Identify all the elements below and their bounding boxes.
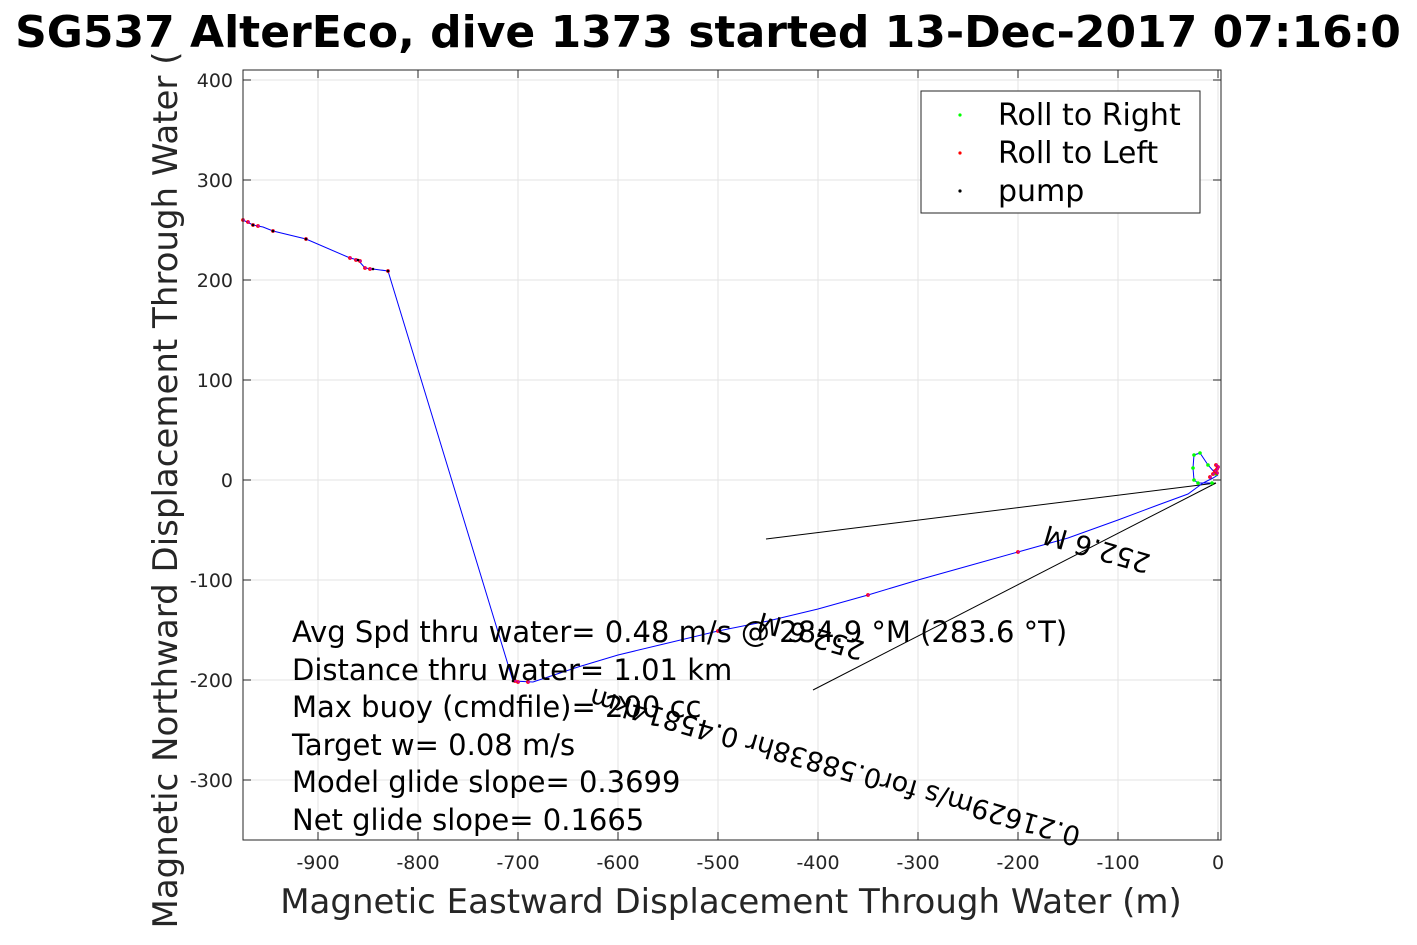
roll-right-point [1192,453,1196,457]
roll-left-overlay-point [717,629,720,633]
x-tick-label: -500 [696,852,739,874]
plot-area [241,218,1220,691]
pump-point [356,258,360,262]
y-tick-label: 100 [197,370,233,392]
roll-left-overlay-point [1017,550,1020,554]
annotation-distance: Distance thru water= 1.01 km [292,653,732,687]
y-tick-label: 0 [221,470,233,492]
roll-left-overlay-point [1216,471,1219,475]
annotation-avg-speed: Avg Spd thru water= 0.48 m/s @ 284.9 °M … [292,615,1067,649]
pump-point [271,229,275,233]
roll-left-overlay-point [514,679,517,683]
y-tick-label: -200 [190,670,233,692]
x-tick-label: -900 [296,852,339,874]
roll-left-overlay-point [1209,475,1212,479]
chart-title: SG537 AlterEco, dive 1373 started 13-Dec… [15,7,1401,58]
roll-right-point [1206,463,1210,467]
roll-right-point [1196,481,1200,485]
roll-left-overlay-point [364,266,367,270]
legend-label-roll-left: Roll to Left [998,136,1158,171]
y-tick-label: 400 [197,70,233,92]
roll-left-overlay-point [1217,465,1220,469]
y-axis-label: Magnetic Northward Displacement Through … [146,52,186,929]
annotation-max-buoy: Max buoy (cmdfile)= 200 cc [292,690,701,724]
x-axis-label: Magnetic Eastward Displacement Through W… [280,882,1182,922]
roll-right-point [1191,466,1195,470]
roll-left-overlay-point [1215,463,1218,467]
legend: Roll to Right Roll to Left pump [920,90,1201,214]
x-tick-label: -300 [896,852,939,874]
annotation-target-w: Target w= 0.08 m/s [291,728,575,762]
reference-line [812,482,1217,691]
roll-left-overlay-point [369,267,372,271]
legend-marker-roll-right [958,113,962,117]
x-tick-label: -800 [396,852,439,874]
x-tick-label: 0 [1212,852,1224,874]
x-tick-label: -400 [796,852,839,874]
pump-point [371,267,375,271]
roll-left-overlay-point [527,680,530,684]
roll-left-overlay-point [349,256,352,260]
y-tick-label: -100 [190,570,233,592]
x-tick-label: -100 [1096,852,1139,874]
roll-left-overlay-point [1216,467,1219,471]
x-tick-label: -600 [596,852,639,874]
tick-labels: -900 -800 -700 -600 -500 -400 -300 -200 -100 0 400… [190,70,1224,874]
legend-label-pump: pump [998,174,1084,209]
legend-marker-roll-left [958,151,962,155]
roll-left-overlay-point [359,259,362,263]
roll-left-overlay-point [1212,472,1215,476]
track-line [242,219,1219,683]
pump-point [304,237,308,241]
y-tick-label: -300 [190,770,233,792]
y-tick-label: 300 [197,170,233,192]
reference-line [765,482,1217,540]
annotation-block: Avg Spd thru water= 0.48 m/s @ 284.9 °M … [291,615,1067,837]
axes-box [242,69,1222,841]
roll-right-point [1192,478,1196,482]
pump-point [511,679,515,683]
axes [242,69,1222,841]
legend-label-roll-right: Roll to Right [998,98,1181,133]
roll-right-point [1210,481,1214,485]
y-tick-label: 200 [197,270,233,292]
annotation-net-glide: Net glide slope= 0.1665 [292,803,644,837]
roll-left-overlay-point [257,224,260,228]
legend-marker-pump [958,189,962,193]
annotation-model-glide: Model glide slope= 0.3699 [292,765,680,799]
x-tick-label: -200 [996,852,1039,874]
x-tick-label: -700 [496,852,539,874]
roll-left-overlay-point [1214,469,1217,473]
legend-box [920,90,1201,214]
roll-left-overlay-point [517,680,520,684]
roll-left-overlay-point [247,220,250,224]
roll-left-overlay-point [867,593,870,597]
pump-point [386,269,390,273]
pump-point [251,223,255,227]
roll-right-point [1198,451,1202,455]
